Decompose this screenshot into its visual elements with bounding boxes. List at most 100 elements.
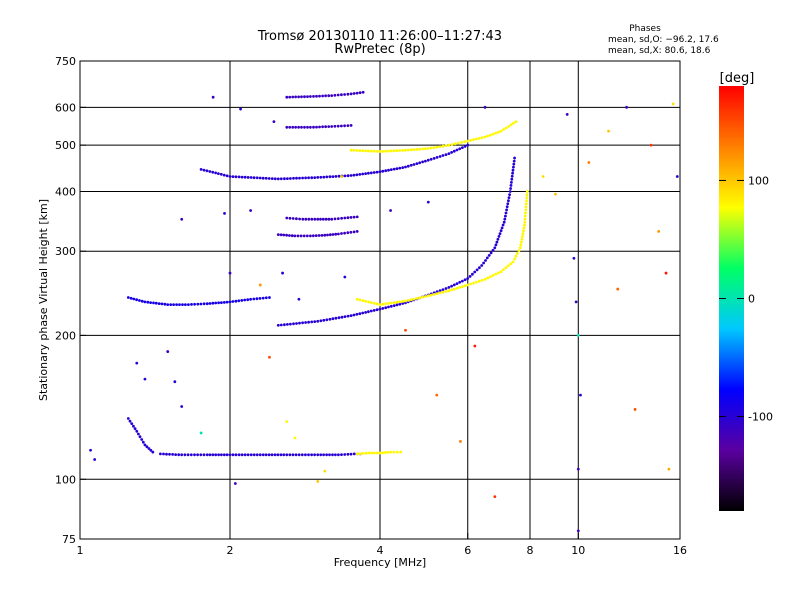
trace-point <box>512 159 516 163</box>
trace-point <box>183 453 187 457</box>
trace-point <box>510 177 514 181</box>
trace-point <box>352 313 356 317</box>
trace-point <box>320 234 324 237</box>
trace-point <box>333 124 337 128</box>
trace-point <box>463 145 467 148</box>
y-tick-label: 300 <box>55 245 76 258</box>
trace-point <box>355 173 359 177</box>
trace <box>199 143 470 181</box>
trace-point <box>523 220 527 224</box>
scatter-point <box>657 230 661 233</box>
trace-point <box>510 181 513 184</box>
trace-point <box>331 175 335 179</box>
trace-point <box>267 177 271 180</box>
trace-point <box>505 208 508 212</box>
trace-point <box>126 417 130 420</box>
trace-point <box>130 422 134 425</box>
scatter-point <box>93 458 97 461</box>
trace-point <box>343 216 347 220</box>
trace-point <box>267 453 271 457</box>
trace-point <box>316 176 320 179</box>
trace-point <box>316 319 320 323</box>
trace-point <box>520 240 523 244</box>
scatter-point <box>180 217 184 221</box>
trace-point <box>447 143 451 147</box>
trace-point <box>355 297 359 301</box>
scatter-point <box>293 436 297 440</box>
trace-point <box>507 125 510 128</box>
trace-point <box>502 128 505 131</box>
trace-point <box>469 282 472 286</box>
trace-point <box>355 230 359 233</box>
trace <box>285 90 365 99</box>
trace-point <box>307 453 310 457</box>
trace-point <box>199 302 203 306</box>
trace-point <box>304 217 308 221</box>
trace-point <box>461 285 464 288</box>
scatter-point <box>166 350 170 353</box>
trace-point <box>340 124 343 128</box>
trace-point <box>458 147 462 151</box>
trace-point <box>444 153 448 157</box>
trace-point <box>381 302 385 306</box>
scatter-point <box>483 105 487 109</box>
trace-point <box>193 302 197 306</box>
trace-point <box>480 278 484 282</box>
scatter-point <box>258 283 262 287</box>
trace-point <box>378 451 382 455</box>
trace-point <box>352 452 356 456</box>
trace-point <box>205 169 209 173</box>
trace-point <box>387 149 390 153</box>
trace-point <box>208 453 212 457</box>
x-tick-label: 6 <box>464 544 471 557</box>
scatter-point <box>343 275 347 279</box>
trace-point <box>343 453 347 456</box>
trace-point <box>286 323 289 326</box>
trace-point <box>294 95 297 99</box>
scatter-point <box>675 175 679 178</box>
trace-point <box>346 231 350 235</box>
trace-point <box>475 137 478 141</box>
trace-point <box>435 145 439 149</box>
trace-point <box>196 302 200 306</box>
trace-point <box>283 323 286 327</box>
trace-point <box>264 453 268 457</box>
trace-point <box>336 217 340 221</box>
trace-point <box>361 90 365 94</box>
trace-point <box>220 301 223 304</box>
trace-point <box>364 149 367 153</box>
trace-point <box>149 301 153 304</box>
trace-point <box>317 234 321 237</box>
trace-point <box>285 453 289 457</box>
trace-point <box>285 125 289 129</box>
trace-point <box>500 226 504 230</box>
trace-point <box>398 149 402 152</box>
scatter-point <box>233 482 237 485</box>
trace-point <box>270 453 274 457</box>
trace-point <box>525 199 528 203</box>
trace-point <box>372 171 376 174</box>
trace-point <box>140 299 144 303</box>
trace-point <box>285 233 288 237</box>
trace-point <box>466 277 470 280</box>
trace-point <box>392 301 396 304</box>
trace-point <box>477 137 481 140</box>
trace-point <box>309 234 312 238</box>
trace-point <box>447 286 451 289</box>
trace-point <box>471 272 474 276</box>
trace-point <box>412 297 416 301</box>
trace-point <box>313 217 317 221</box>
x-tick-label: 16 <box>673 544 687 557</box>
trace-point <box>404 148 407 152</box>
trace-point <box>509 184 513 187</box>
trace-point <box>208 170 212 173</box>
trace-point <box>181 303 184 306</box>
trace-point <box>249 176 253 179</box>
colorbar-ticks: 100 0 -100 <box>719 174 773 424</box>
trace-point <box>322 453 325 457</box>
trace-point <box>346 216 350 220</box>
trace-point <box>217 453 221 457</box>
trace-point <box>300 453 304 457</box>
trace-point <box>469 139 472 142</box>
trace-point <box>352 215 356 219</box>
